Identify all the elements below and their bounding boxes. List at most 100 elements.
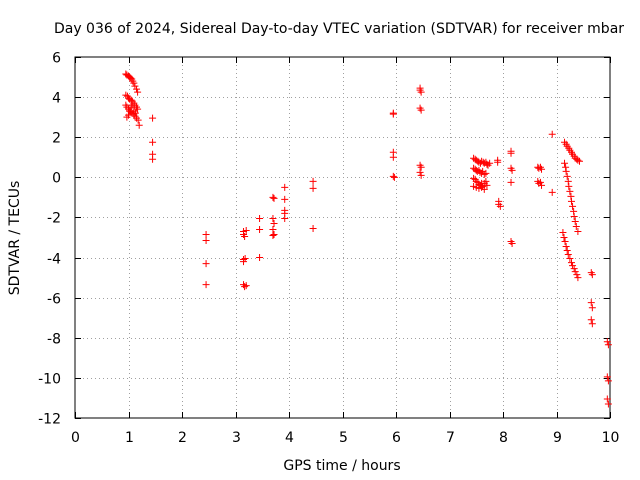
y-tick-label: -4 — [47, 252, 61, 268]
data-point — [569, 262, 577, 270]
data-point — [588, 320, 596, 328]
x-tick-label: 2 — [178, 430, 187, 446]
data-point — [389, 172, 397, 180]
data-point — [134, 88, 142, 96]
data-point — [479, 182, 487, 190]
y-axis: -12 -10 -8 -6 -4 -2 0 2 4 6 — [38, 51, 610, 428]
data-point — [567, 192, 575, 200]
data-point — [482, 169, 490, 177]
data-point — [508, 240, 516, 248]
x-tick-label: 1 — [125, 430, 134, 446]
data-point — [566, 187, 574, 195]
data-point — [256, 254, 264, 262]
data-point — [269, 193, 277, 201]
x-tick-label: 0 — [71, 430, 80, 446]
data-point — [570, 207, 578, 215]
data-point — [562, 243, 570, 251]
data-point — [149, 138, 157, 146]
data-point — [604, 400, 612, 408]
data-point — [570, 265, 578, 273]
data-point — [538, 181, 546, 189]
data-point — [588, 271, 596, 279]
data-point — [202, 230, 210, 238]
y-tick-label: -10 — [38, 372, 61, 388]
data-point — [574, 227, 582, 235]
chart-title: Day 036 of 2024, Sidereal Day-to-day VTE… — [54, 21, 624, 37]
data-point — [134, 105, 142, 113]
data-point — [389, 153, 397, 161]
x-axis: 0 1 2 3 4 5 6 7 8 9 10 — [71, 57, 619, 446]
data-point — [135, 121, 143, 129]
y-tick-label: -8 — [47, 332, 61, 348]
data-point — [576, 157, 584, 165]
data-point — [604, 377, 612, 385]
data-point — [417, 88, 425, 96]
data-point — [567, 197, 575, 205]
data-point — [507, 149, 515, 157]
data-point — [256, 225, 264, 233]
data-point — [561, 159, 569, 167]
data-point — [572, 222, 580, 230]
data-point — [202, 237, 210, 245]
data-point — [149, 114, 157, 122]
data-point — [130, 79, 138, 87]
y-tick-label: -2 — [47, 211, 61, 227]
data-point — [507, 178, 515, 186]
data-point — [483, 181, 491, 189]
data-point — [574, 156, 582, 164]
data-point — [417, 163, 425, 171]
data-point — [569, 202, 577, 210]
data-point — [125, 111, 132, 119]
data-point — [560, 234, 568, 241]
data-point — [281, 195, 289, 203]
data-point — [131, 109, 139, 117]
data-points — [122, 70, 612, 408]
data-point — [133, 85, 141, 93]
data-point — [242, 226, 250, 234]
data-point — [570, 212, 578, 220]
plot-frame — [74, 56, 611, 419]
data-point — [482, 177, 490, 185]
data-point — [417, 171, 425, 179]
y-tick-label: 4 — [52, 91, 61, 107]
data-point — [563, 247, 571, 255]
data-point — [564, 177, 572, 185]
data-point — [270, 194, 278, 202]
y-tick-label: -6 — [47, 292, 61, 308]
data-point — [573, 271, 581, 279]
data-point — [309, 184, 317, 192]
y-tick-label: -12 — [38, 412, 61, 428]
data-point — [202, 281, 210, 289]
data-point — [281, 214, 289, 222]
data-point — [603, 338, 611, 346]
data-point — [270, 219, 278, 227]
y-tick-label: 2 — [52, 131, 61, 147]
data-point — [564, 251, 572, 259]
x-axis-label: GPS time / hours — [283, 458, 400, 474]
data-point — [486, 159, 494, 167]
data-point — [587, 299, 595, 307]
data-point — [480, 170, 488, 178]
data-point — [269, 231, 277, 239]
data-point — [562, 163, 570, 171]
data-point — [574, 274, 582, 282]
data-point — [559, 228, 567, 236]
data-point — [566, 255, 574, 263]
data-point — [241, 255, 249, 263]
data-point — [494, 158, 502, 166]
data-point — [548, 188, 556, 196]
data-point — [548, 130, 556, 138]
data-point — [269, 214, 277, 222]
data-point — [480, 185, 488, 193]
data-point — [256, 214, 264, 222]
data-point — [269, 225, 277, 233]
x-tick-label: 4 — [285, 430, 294, 446]
y-tick-label: 0 — [52, 171, 61, 187]
data-point — [202, 260, 210, 268]
data-point — [603, 373, 611, 381]
data-point — [134, 116, 142, 124]
data-point — [417, 106, 425, 114]
data-point — [587, 316, 595, 324]
y-axis-label: SDTVAR / TECUs — [7, 181, 23, 296]
